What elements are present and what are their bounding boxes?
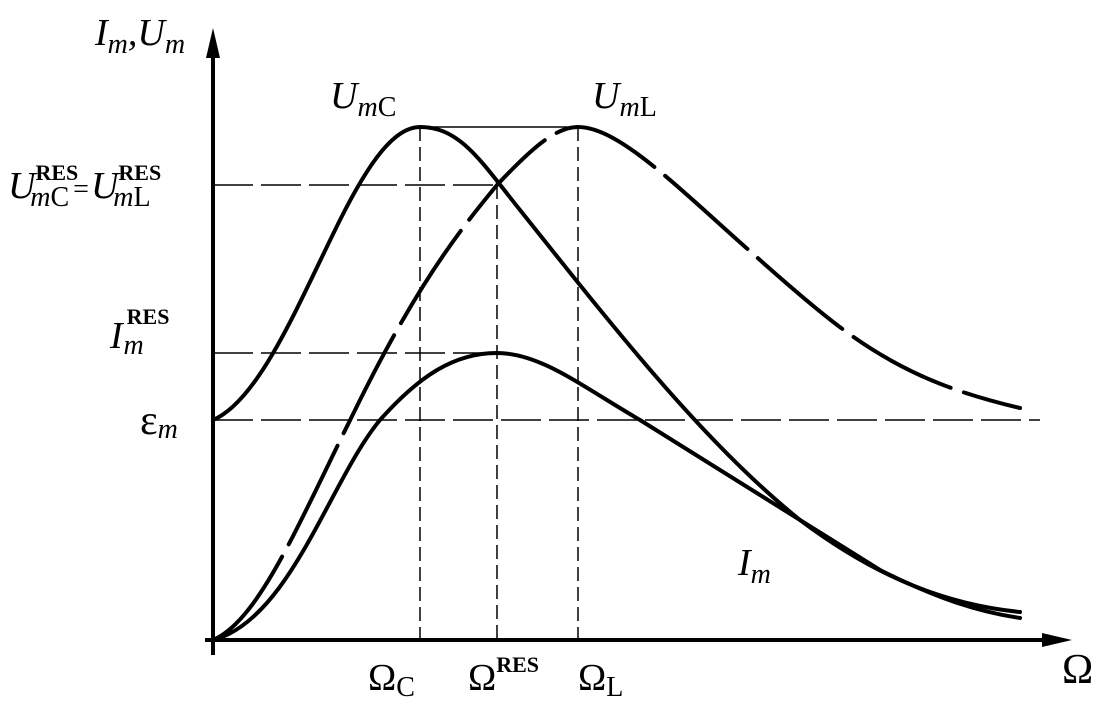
label-main: Ω	[578, 657, 606, 699]
omega-label: ΩRES	[468, 652, 539, 699]
label-main: ,U	[128, 12, 168, 54]
curve-label: UmL	[592, 75, 657, 123]
label-main: I	[109, 315, 125, 357]
label-main: Ω	[468, 657, 496, 699]
y-arrow	[206, 28, 220, 58]
label-sub: C	[50, 182, 69, 213]
label-sub: C	[396, 672, 415, 703]
label-sup: RES	[118, 160, 161, 185]
label-sup: RES	[127, 304, 170, 329]
label-sub: m	[30, 182, 50, 213]
label-sub: m	[123, 330, 143, 361]
x-arrow	[1042, 633, 1072, 647]
level-label: URES mC =URES mL	[8, 160, 161, 213]
label-main: U	[91, 165, 121, 207]
label-sub: C	[378, 92, 397, 123]
label-sub: L	[606, 672, 623, 703]
curve-label: Im	[737, 542, 771, 590]
label-sub: m	[751, 559, 771, 590]
label-main: U	[8, 165, 38, 207]
curve-umc	[211, 124, 1022, 614]
omega-label: ΩL	[578, 657, 623, 703]
curve-uml	[211, 124, 1022, 642]
label-main: I	[737, 542, 753, 584]
label-main: U	[330, 75, 360, 117]
curve-im	[211, 350, 1022, 642]
curve-label: UmC	[330, 75, 396, 123]
label-main: ε	[140, 398, 158, 444]
label-sub: m	[158, 414, 178, 445]
label-sub: L	[640, 92, 657, 123]
label-eq: =	[73, 174, 89, 205]
level-label: I RES m	[109, 304, 169, 361]
omega-label: ΩC	[368, 657, 415, 703]
label-sup: RES	[496, 652, 539, 677]
label-sub: m	[165, 29, 185, 60]
label-main: I	[94, 12, 110, 54]
label-main: U	[592, 75, 622, 117]
label-sub: m	[108, 29, 128, 60]
label-sub: m	[113, 182, 133, 213]
level-label: εm	[140, 398, 178, 445]
label-sub: m	[619, 92, 639, 123]
y-axis-label: Im,Um	[94, 12, 185, 60]
label-sup: RES	[35, 160, 78, 185]
label-sub: m	[357, 92, 377, 123]
x-axis-label: Ω	[1062, 647, 1093, 693]
label-sub: L	[133, 182, 150, 213]
label-main: Ω	[368, 657, 396, 699]
